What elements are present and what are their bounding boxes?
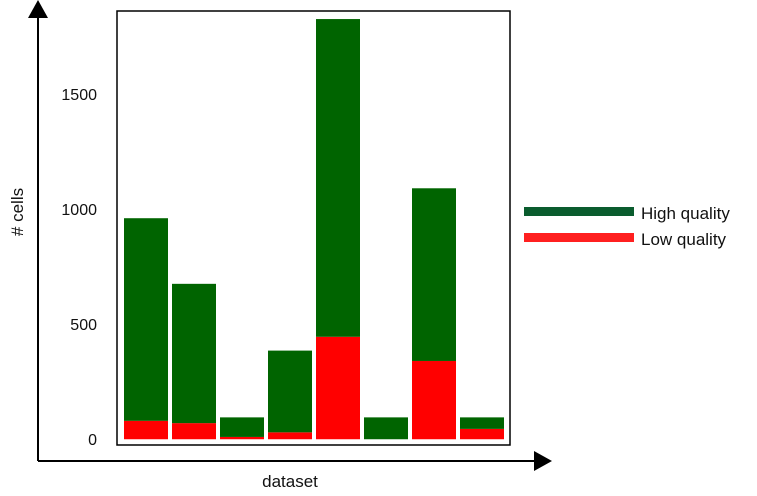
y-tick-labels: 0 500 1000 1500: [61, 87, 97, 449]
y-tick-label-1500: 1500: [61, 87, 97, 104]
y-tick-label-500: 500: [70, 317, 97, 334]
legend: High quality Low quality: [524, 204, 730, 249]
bars-group: [124, 19, 504, 440]
bar-4-high-quality: [268, 350, 312, 433]
bar-1-high-quality: [124, 218, 168, 421]
bar-4-low-quality: [268, 432, 312, 440]
x-axis-arrowhead: [534, 451, 552, 471]
bar-8-high-quality: [460, 417, 504, 429]
bar-6-high-quality: [364, 417, 408, 440]
bar-8-low-quality: [460, 428, 504, 440]
y-tick-label-1000: 1000: [61, 202, 97, 219]
bar-2-low-quality: [172, 423, 216, 440]
y-tick-label-0: 0: [88, 432, 97, 449]
x-axis-title: dataset: [262, 472, 318, 491]
y-axis-arrowhead: [28, 0, 48, 18]
bar-7-high-quality: [412, 188, 456, 361]
legend-label-high-quality: High quality: [641, 204, 730, 223]
bar-1-low-quality: [124, 420, 168, 440]
bar-5-low-quality: [316, 336, 360, 440]
bar-7-low-quality: [412, 360, 456, 440]
bar-3-low-quality: [220, 436, 264, 440]
bar-3-high-quality: [220, 417, 264, 437]
legend-swatch-low-quality: [524, 233, 634, 242]
bar-2-high-quality: [172, 283, 216, 424]
legend-swatch-high-quality: [524, 207, 634, 216]
legend-label-low-quality: Low quality: [641, 230, 727, 249]
y-axis-title: # cells: [8, 188, 27, 236]
plot-frame: [116, 10, 511, 446]
bar-5-high-quality: [316, 19, 360, 337]
